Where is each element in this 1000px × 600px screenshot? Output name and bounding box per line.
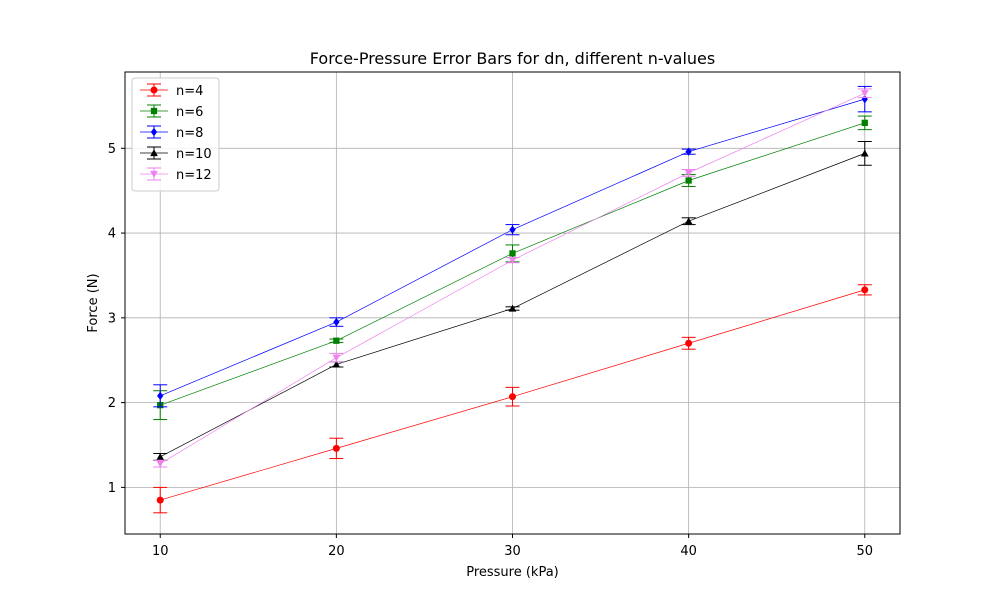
data-point — [333, 337, 340, 344]
y-axis: 1 2 3 4 5 — [108, 142, 125, 496]
legend-marker — [150, 107, 158, 115]
data-point — [508, 304, 517, 312]
y-tick-label: 4 — [108, 227, 116, 242]
y-tick-label: 1 — [108, 481, 116, 496]
data-point — [332, 444, 340, 452]
data-point — [509, 250, 516, 257]
series-n=4 — [153, 284, 872, 514]
data-point — [156, 460, 165, 468]
data-point — [509, 393, 516, 401]
data-point — [508, 257, 517, 265]
data-point — [860, 149, 869, 157]
data-point — [861, 286, 869, 294]
data-point — [685, 177, 692, 184]
x-tick-label: 40 — [680, 544, 697, 559]
legend-label: n=12 — [176, 168, 212, 183]
chart-title: Force-Pressure Error Bars for dn, differ… — [310, 49, 715, 68]
data-point — [684, 217, 693, 225]
legend-entry: n=4 — [140, 83, 203, 99]
data-point — [861, 119, 868, 127]
legend-marker — [150, 127, 158, 137]
data-point — [156, 496, 164, 504]
legend-marker — [150, 86, 158, 94]
y-tick-label: 3 — [108, 311, 116, 326]
legend-marker — [150, 170, 158, 178]
x-tick-label: 50 — [856, 544, 873, 559]
series-n=12 — [153, 88, 872, 468]
legend-entry: n=10 — [140, 146, 212, 162]
legend: n=4 n=6 n=8 n=10 n=12 — [131, 77, 220, 192]
x-tick-label: 20 — [328, 544, 345, 559]
data-point — [509, 225, 516, 234]
legend-label: n=10 — [176, 147, 212, 162]
legend-entry: n=12 — [140, 167, 212, 183]
data-point — [860, 90, 869, 98]
data-point — [157, 391, 164, 401]
legend-label: n=4 — [176, 84, 203, 99]
x-tick-label: 30 — [504, 544, 521, 559]
data-point — [156, 453, 165, 460]
legend-entry: n=8 — [140, 125, 203, 141]
legend-label: n=8 — [176, 126, 203, 141]
x-axis: 10 20 30 40 50 — [152, 534, 873, 559]
legend-label: n=6 — [176, 105, 203, 120]
grid — [125, 72, 900, 534]
legend-marker — [150, 149, 158, 157]
data-point — [333, 317, 340, 327]
plot-series — [153, 85, 872, 514]
x-tick-label: 10 — [152, 544, 169, 559]
data-point — [684, 169, 693, 177]
y-tick-label: 5 — [108, 142, 116, 157]
x-axis-label: Pressure (kPa) — [466, 565, 559, 580]
data-point — [685, 339, 693, 347]
y-axis-label: Force (N) — [86, 273, 101, 332]
data-point — [332, 354, 341, 362]
legend-entry: n=6 — [140, 104, 203, 120]
data-point — [685, 147, 692, 156]
y-tick-label: 2 — [108, 396, 116, 411]
data-point — [332, 360, 341, 368]
